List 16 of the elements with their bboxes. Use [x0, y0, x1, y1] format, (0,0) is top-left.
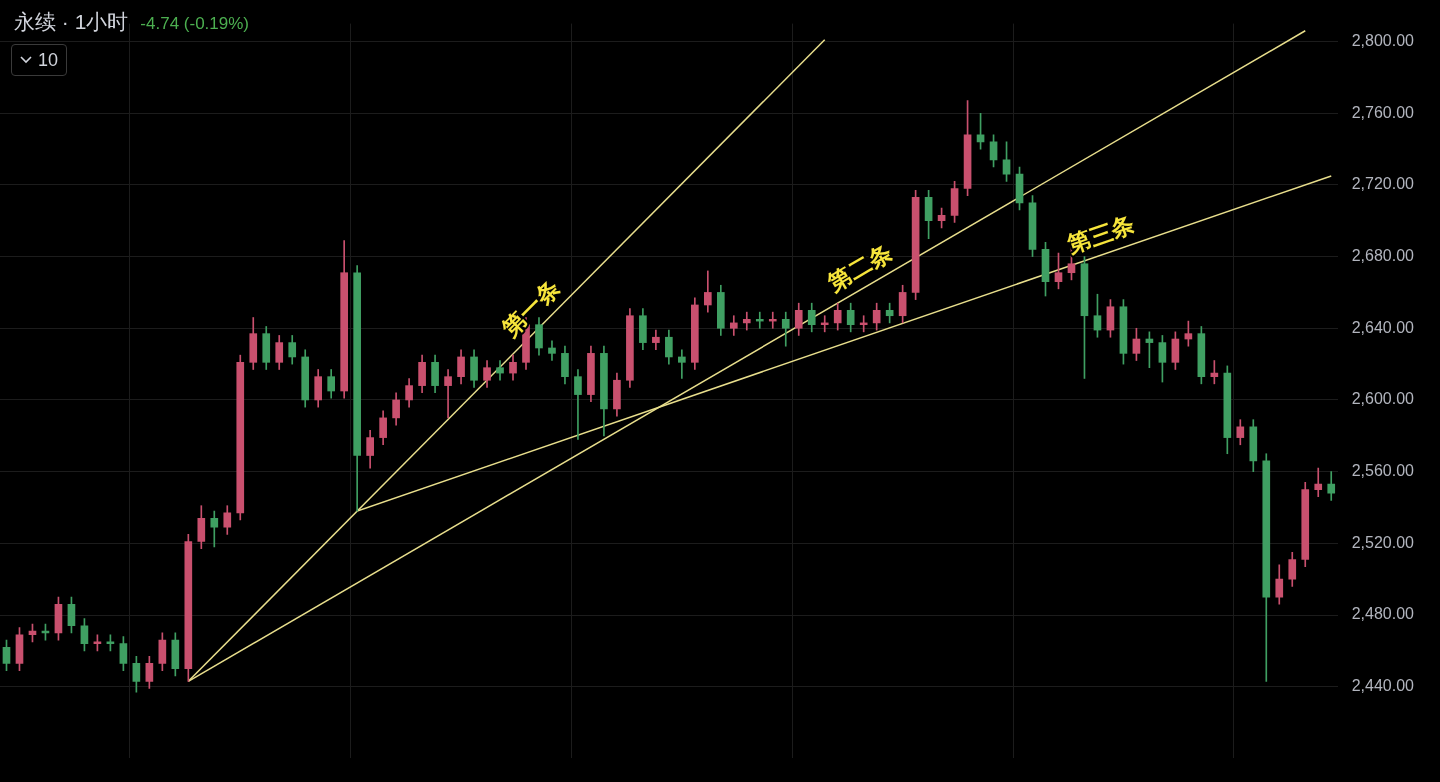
text: 第三条	[1063, 211, 1138, 259]
chart-title: 永续 · 1小时	[14, 10, 129, 33]
y-tick-label: 2,680.00	[1351, 246, 1415, 264]
y-tick-label: 2,720.00	[1351, 175, 1415, 193]
y-tick-label: 2,760.00	[1351, 103, 1415, 121]
annotation: 10	[38, 49, 59, 71]
chart-subtitle: -4.74 (-0.19%)	[140, 14, 250, 33]
y-tick-label: 2,640.00	[1351, 318, 1415, 336]
y-tick-label: 2,440.00	[1351, 677, 1415, 695]
y-tick-label: 2,520.00	[1351, 533, 1415, 551]
y-tick-label: 2,480.00	[1351, 605, 1415, 623]
y-tick-label: 2,600.00	[1351, 390, 1415, 408]
text: 第一条	[496, 274, 565, 343]
y-tick-label: 2,560.00	[1351, 462, 1415, 480]
text: 第二条	[822, 239, 897, 297]
y-tick-label: 2,800.00	[1351, 31, 1415, 49]
